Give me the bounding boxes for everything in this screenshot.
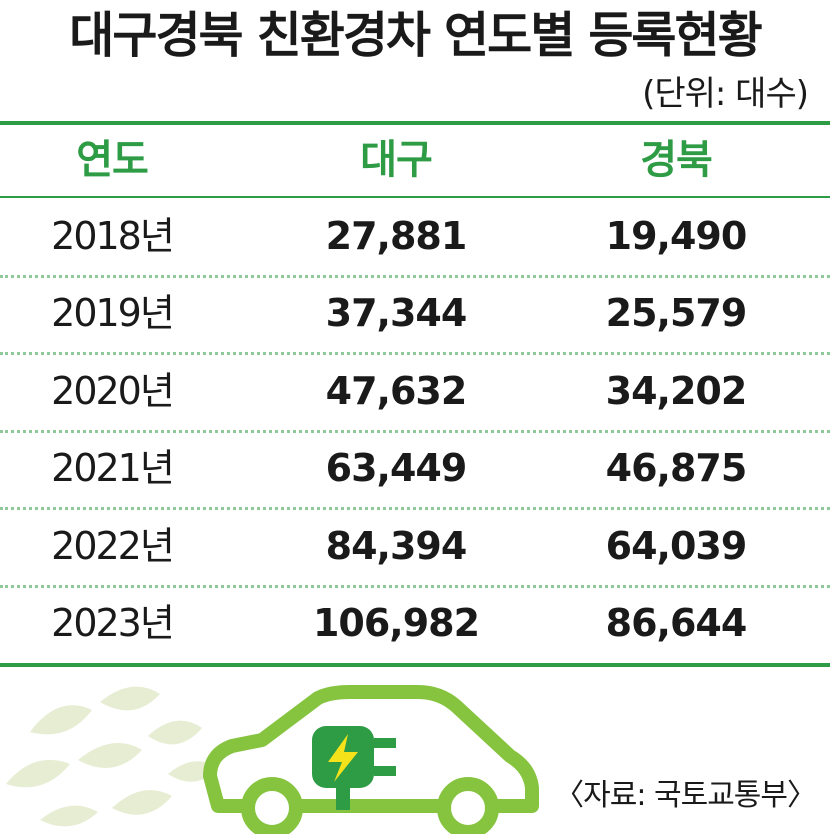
row-separator [0,274,830,278]
leaves-decoration [6,686,218,827]
ev-car-illustration [6,685,539,834]
gyeongbuk-value: 64,039 [605,523,748,568]
gyeongbuk-value: 86,644 [605,601,748,646]
daegu-value: 27,881 [325,213,468,258]
gyeongbuk-value: 25,579 [605,291,748,336]
table-bottom-rule [0,663,830,667]
row-separator [0,429,830,433]
chart-title: 대구경북 친환경차 연도별 등록현황 [69,7,762,64]
table-top-rule [0,121,830,125]
lightning-bolt-icon [328,734,358,782]
year-cell: 2018년 [51,213,175,258]
daegu-value: 106,982 [312,601,480,646]
daegu-value: 37,344 [325,291,468,336]
row-separator [0,507,830,510]
year-cell: 2019년 [51,291,175,336]
unit-label: (단위: 대수) [642,74,809,114]
gyeongbuk-value: 46,875 [605,446,748,491]
car-icon [203,685,539,834]
header-gyeongbuk: 경북 [640,137,713,183]
daegu-value: 47,632 [325,368,468,413]
header-separator [0,196,830,198]
daegu-value: 63,449 [325,446,468,491]
source-label: 〈자료: 국토교통부〉 [554,778,817,813]
row-separator [0,584,830,588]
year-cell: 2023년 [51,601,175,646]
gyeongbuk-value: 19,490 [605,213,748,258]
row-separator [0,352,830,355]
daegu-value: 84,394 [325,523,468,568]
header-daegu: 대구 [360,137,433,183]
year-cell: 2020년 [51,368,175,413]
charging-plug-icon [312,726,396,810]
year-cell: 2022년 [51,523,175,568]
year-cell: 2021년 [51,446,175,491]
gyeongbuk-value: 34,202 [605,368,748,413]
header-year: 연도 [76,137,149,183]
